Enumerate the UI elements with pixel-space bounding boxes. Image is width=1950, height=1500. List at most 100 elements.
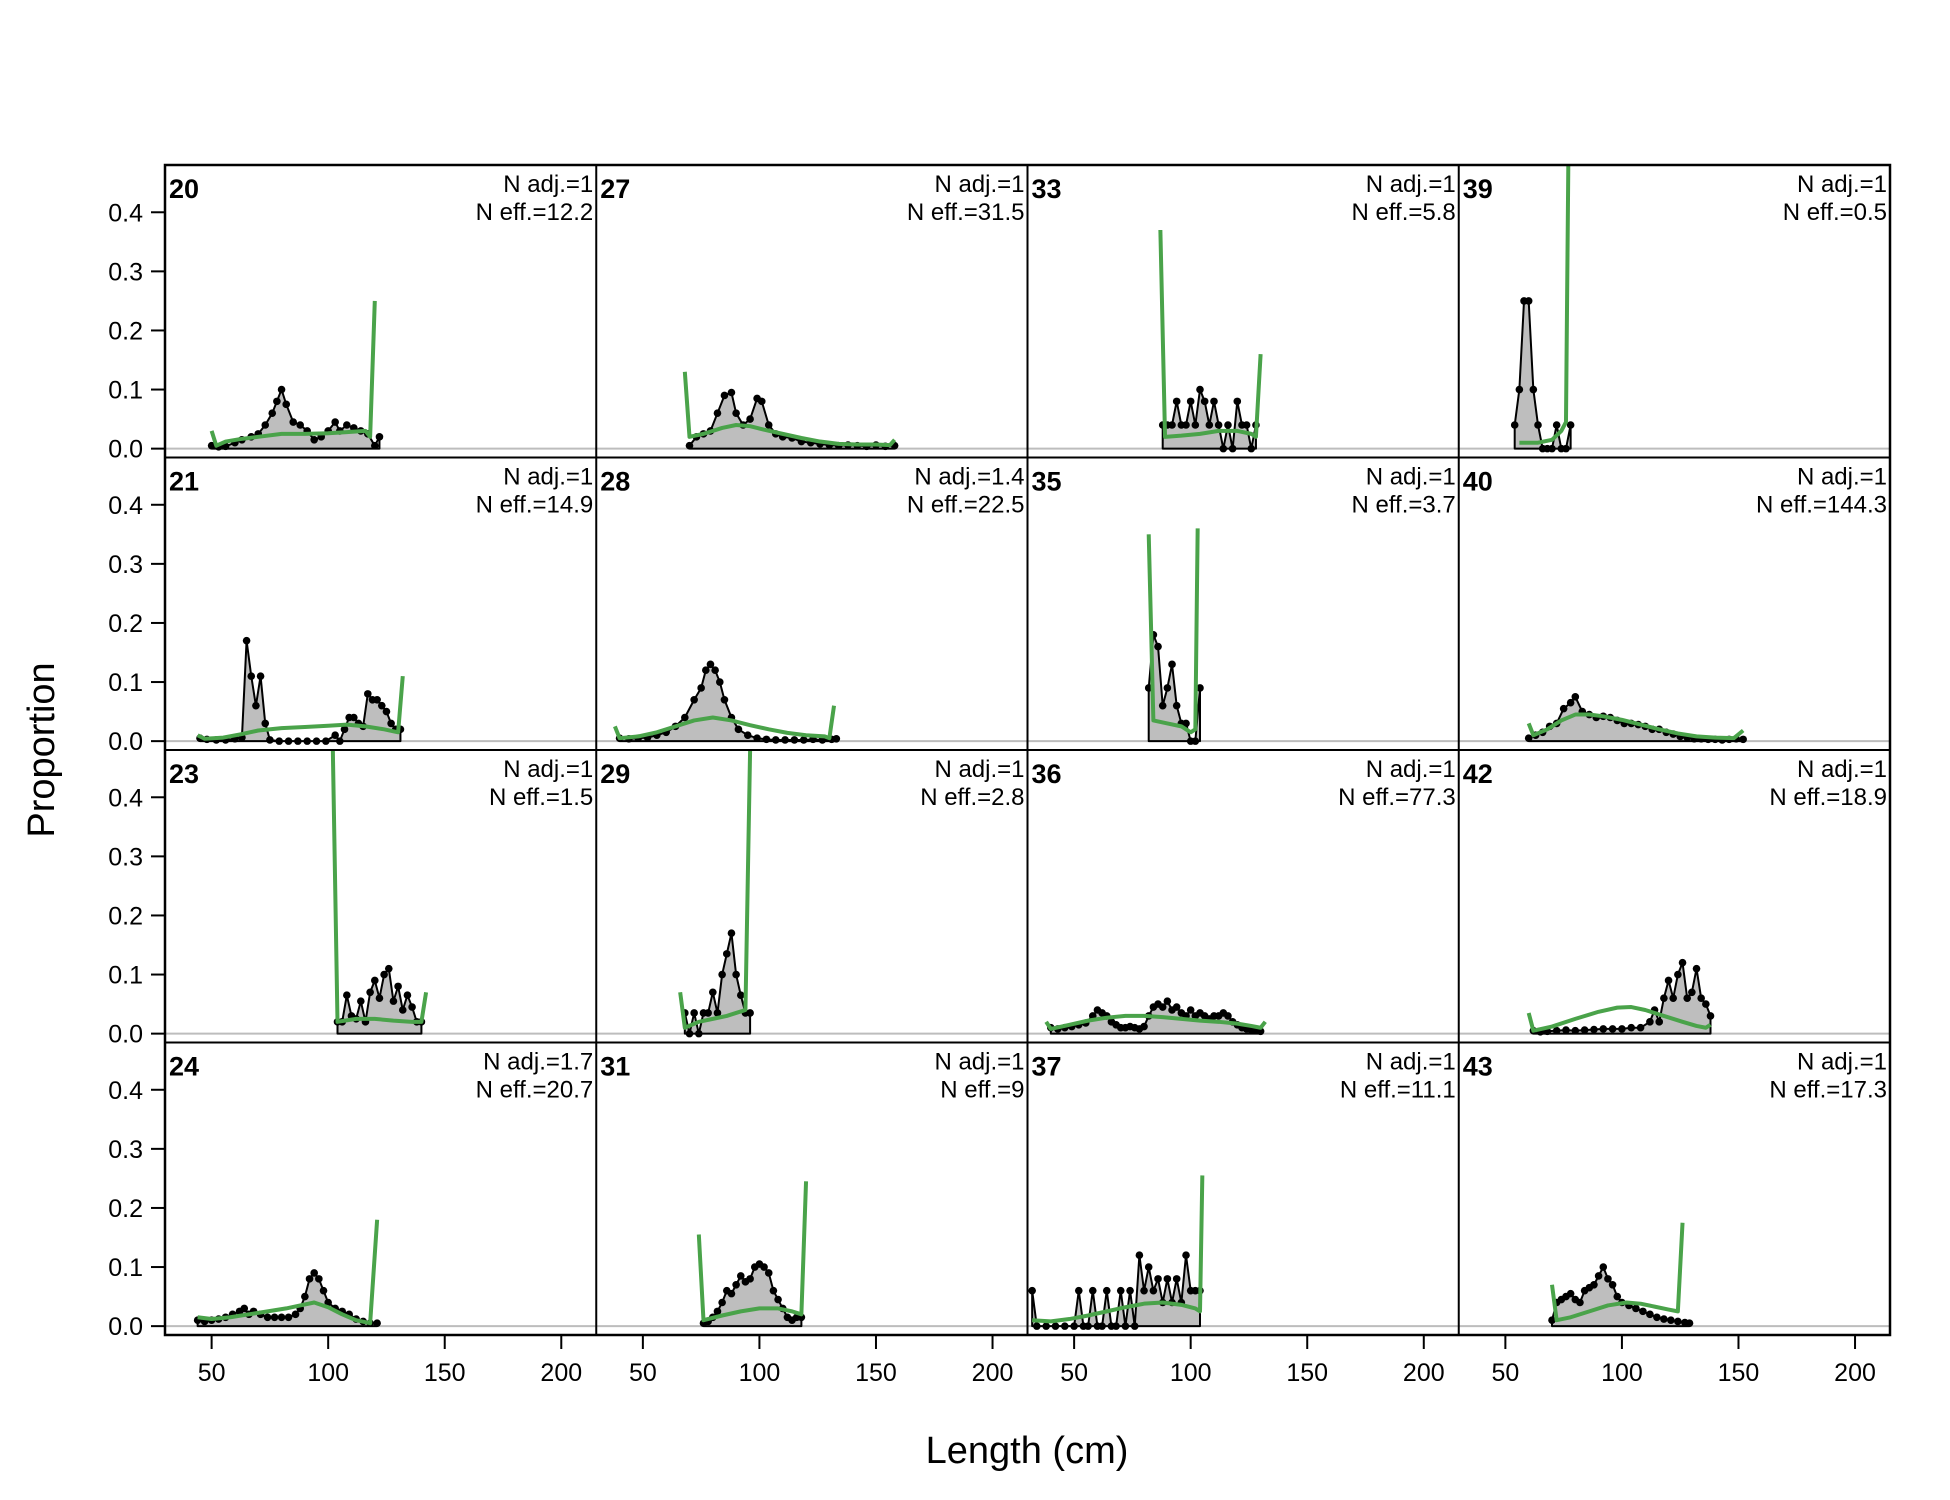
y-tick-label: 0.2 [108, 1195, 143, 1223]
observed-point [771, 736, 780, 744]
x-tick-label: 150 [1718, 1359, 1760, 1387]
observed-point [1224, 421, 1232, 429]
observed-point [1196, 684, 1204, 692]
x-tick-label: 50 [1060, 1359, 1088, 1387]
observed-point [310, 435, 318, 444]
observed-point [727, 388, 736, 397]
expected-line-23 [330, 750, 429, 1024]
panel-27: 27 N adj.=1N eff.=31.5 [596, 171, 1028, 451]
panel-n-adj: N adj.=1 [503, 464, 593, 491]
panel-23: 23 N adj.=1N eff.=1.5 [165, 750, 597, 1035]
observed-point [1599, 1025, 1608, 1033]
x-tick-label: 150 [855, 1359, 897, 1387]
panel-plot-area [1027, 1175, 1459, 1330]
observed-point [832, 734, 841, 743]
observed-point [296, 421, 305, 429]
observed-point [207, 441, 216, 450]
panel-label: 40 [1463, 467, 1493, 497]
panel-36: 36 N adj.=1N eff.=77.3 [1027, 756, 1459, 1036]
observed-point [685, 1029, 694, 1038]
observed-point [704, 1009, 712, 1017]
panel-plot-area [1027, 528, 1459, 745]
panel-n-eff: N eff.=1.5 [489, 784, 593, 811]
observed-point [1618, 1025, 1626, 1033]
panel-43: 43 N adj.=1N eff.=17.3 [1458, 1049, 1890, 1328]
observed-point [1182, 1251, 1190, 1260]
observed-point [1172, 1003, 1181, 1011]
observed-point [382, 707, 391, 716]
observed-point [713, 1009, 722, 1017]
panel-n-adj: N adj.=1 [934, 1049, 1024, 1076]
x-tick-label: 200 [1834, 1359, 1876, 1387]
observed-point [1639, 1307, 1647, 1316]
observed-point [1678, 958, 1687, 967]
observed-point [373, 1319, 381, 1327]
observed-point [764, 1269, 773, 1277]
panel-plot-area [1027, 229, 1459, 453]
observed-point [1548, 1316, 1556, 1325]
panel-n-eff: N eff.=14.9 [476, 492, 594, 519]
panel-plot-area [1458, 165, 1890, 453]
y-tick-label: 0.4 [108, 1077, 143, 1105]
panel-n-eff: N eff.=144.3 [1756, 492, 1887, 519]
observed-point [1559, 704, 1568, 713]
observed-point [1200, 397, 1209, 406]
panel-n-eff: N eff.=20.7 [476, 1077, 594, 1104]
observed-point [1168, 421, 1176, 429]
panel-31: 31 N adj.=1N eff.=9 [596, 1049, 1028, 1328]
panel-label: 29 [600, 759, 630, 789]
observed-point [757, 397, 766, 406]
panel-n-adj: N adj.=1 [934, 171, 1024, 198]
panel-plot-area [1027, 997, 1459, 1036]
observed-point [1683, 994, 1691, 1002]
y-tick-label: 0.2 [108, 610, 143, 638]
observed-point [263, 1313, 272, 1322]
observed-point [1669, 994, 1678, 1002]
panel-24: 24 N adj.=1.7N eff.=20.7 [165, 1049, 597, 1328]
observed-point [1571, 1026, 1580, 1035]
panel-label: 33 [1032, 174, 1062, 204]
observed-point [312, 737, 321, 745]
observed-point [1196, 385, 1204, 394]
observed-point [1219, 444, 1228, 453]
expected-line-31 [696, 1181, 809, 1323]
observed-point [1599, 1263, 1608, 1271]
panel-label: 23 [169, 759, 199, 789]
observed-point [697, 684, 705, 692]
y-tick-label: 0.1 [108, 1254, 143, 1282]
plot-frame [163, 163, 1892, 1337]
y-tick-label: 0.2 [108, 902, 143, 930]
observed-point [1594, 1272, 1603, 1280]
panel-n-eff: N eff.=18.9 [1769, 784, 1887, 811]
expected-line-20 [209, 300, 377, 448]
observed-point [343, 421, 351, 429]
panel-plot-area [596, 750, 1028, 1038]
observed-point [1692, 964, 1701, 973]
observed-point [389, 997, 398, 1005]
x-tick-label: 100 [739, 1359, 781, 1387]
expected-line-35 [1146, 528, 1200, 735]
observed-point [1566, 421, 1575, 429]
observed-area-37 [1031, 1254, 1201, 1328]
observed-point [247, 672, 256, 680]
observed-point [252, 701, 260, 710]
observed-point [1158, 701, 1167, 710]
observed-point [746, 1009, 754, 1017]
observed-point [1685, 1319, 1694, 1327]
observed-point [1214, 421, 1223, 429]
observed-point [774, 1295, 782, 1304]
observed-point [364, 690, 372, 698]
panel-plot-area [596, 660, 1028, 744]
panel-n-eff: N eff.=31.5 [907, 199, 1025, 226]
observed-point [336, 737, 344, 745]
observed-point [1154, 1275, 1162, 1283]
observed-point [273, 397, 281, 406]
observed-point [1688, 988, 1696, 997]
observed-point [713, 409, 722, 417]
x-tick-label: 100 [1601, 1359, 1643, 1387]
panel-n-adj: N adj.=1 [503, 171, 593, 198]
observed-point [398, 1006, 407, 1014]
observed-point [1163, 997, 1172, 1005]
observed-point [1534, 421, 1542, 429]
panel-plot-area [1458, 693, 1890, 744]
